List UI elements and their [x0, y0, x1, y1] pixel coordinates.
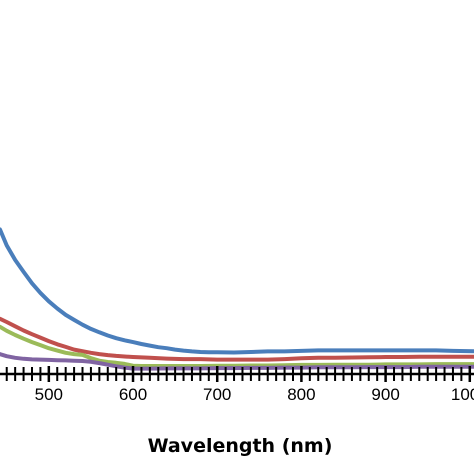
x-tick-label: 800: [287, 385, 315, 404]
x-tick-label: 700: [203, 385, 231, 404]
x-tick-label: 600: [119, 385, 147, 404]
x-tick-label: 500: [35, 385, 63, 404]
series-line-3: [0, 324, 474, 368]
x-axis-title: Wavelength (nm): [148, 435, 333, 457]
series-line-1: [0, 227, 474, 355]
series-layer: [0, 227, 474, 371]
tick-layer: [5, 366, 472, 382]
x-tick-label: 1000: [451, 385, 474, 404]
series-line-2: [0, 316, 474, 362]
x-tick-label: 900: [371, 385, 399, 404]
tick-label-layer: 500 600 700 800 900 1000: [35, 385, 474, 404]
